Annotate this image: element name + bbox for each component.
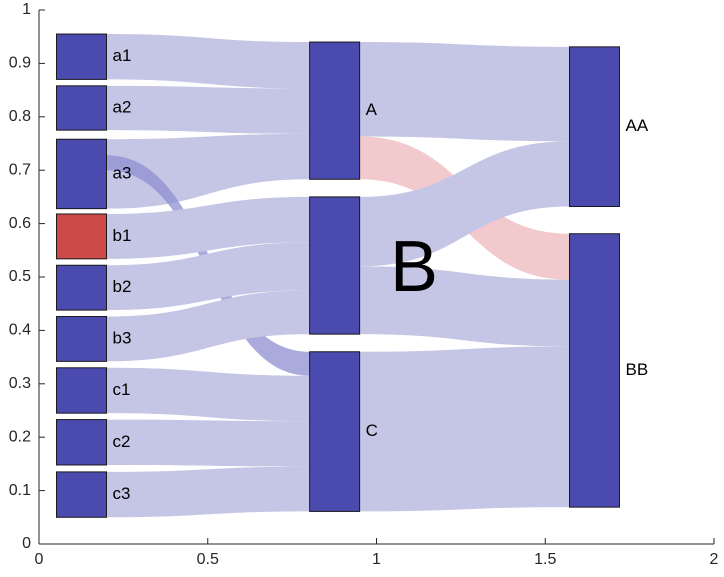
node-b2 — [56, 264, 107, 311]
link-c2-C — [106, 419, 310, 467]
node-A — [309, 41, 361, 180]
link-a2-A — [106, 85, 310, 134]
node-label-BB: BB — [626, 360, 649, 379]
y-tick-label: 0.2 — [9, 428, 31, 445]
y-tick-label: 0.6 — [9, 215, 31, 232]
node-B — [309, 196, 361, 335]
node-a3 — [56, 138, 107, 210]
node-label-b2: b2 — [113, 277, 132, 296]
node-c3 — [56, 471, 107, 518]
node-AA — [569, 46, 620, 208]
x-tick-label: 2 — [710, 551, 719, 568]
link-b1-B — [106, 196, 310, 259]
node-BB — [569, 233, 620, 508]
link-A-AA — [359, 42, 570, 142]
annotation-label: B — [390, 227, 438, 307]
node-C — [309, 351, 361, 512]
y-tick-label: 0.1 — [9, 482, 31, 499]
node-label-AA: AA — [626, 116, 649, 135]
y-tick-label: 0 — [22, 535, 31, 552]
y-tick-label: 0.9 — [9, 55, 31, 72]
x-tick-label: 0.5 — [197, 551, 219, 568]
x-tick-label: 1.5 — [534, 551, 556, 568]
link-B-BB — [359, 266, 570, 347]
x-tick-label: 0 — [35, 551, 44, 568]
node-label-a1: a1 — [113, 46, 132, 65]
link-B-AA — [359, 141, 570, 267]
link-b2-B — [106, 242, 310, 311]
nodes-layer: a1 a2 a3 b1 b2 b3 c1 c2 c3 A C AA BB — [56, 33, 649, 518]
links-layer — [106, 34, 570, 518]
node-b3 — [56, 316, 107, 362]
link-a1-A — [106, 34, 310, 89]
node-b1 — [56, 213, 107, 260]
node-label-a3: a3 — [113, 163, 132, 182]
y-tick-label: 0.5 — [9, 268, 31, 285]
node-label-a2: a2 — [113, 97, 132, 116]
node-c2 — [56, 419, 107, 466]
y-tick-label: 0.4 — [9, 322, 31, 339]
node-label-C: C — [366, 421, 378, 440]
link-c3-C — [106, 466, 310, 518]
node-label-A: A — [366, 100, 378, 119]
node-c1 — [56, 367, 107, 414]
node-a1 — [56, 33, 107, 80]
axes-layer: 0 0.1 0.2 0.3 0.4 0.5 0.6 0.7 0.8 0.9 1 0 0.5 1 1.5 2 — [9, 1, 719, 568]
link-C-BB — [359, 346, 570, 512]
y-tick-label: 1 — [22, 1, 31, 18]
node-label-b3: b3 — [113, 328, 132, 347]
y-tick-label: 0.7 — [9, 161, 31, 178]
node-label-b1: b1 — [113, 226, 132, 245]
node-a2 — [56, 85, 107, 131]
node-label-c1: c1 — [113, 380, 131, 399]
y-tick-label: 0.3 — [9, 375, 31, 392]
link-b3-B — [106, 290, 310, 362]
x-tick-label: 1 — [372, 551, 381, 568]
link-c1-C — [106, 367, 310, 422]
node-label-c3: c3 — [113, 484, 131, 503]
node-label-c2: c2 — [113, 432, 131, 451]
y-tick-label: 0.8 — [9, 108, 31, 125]
